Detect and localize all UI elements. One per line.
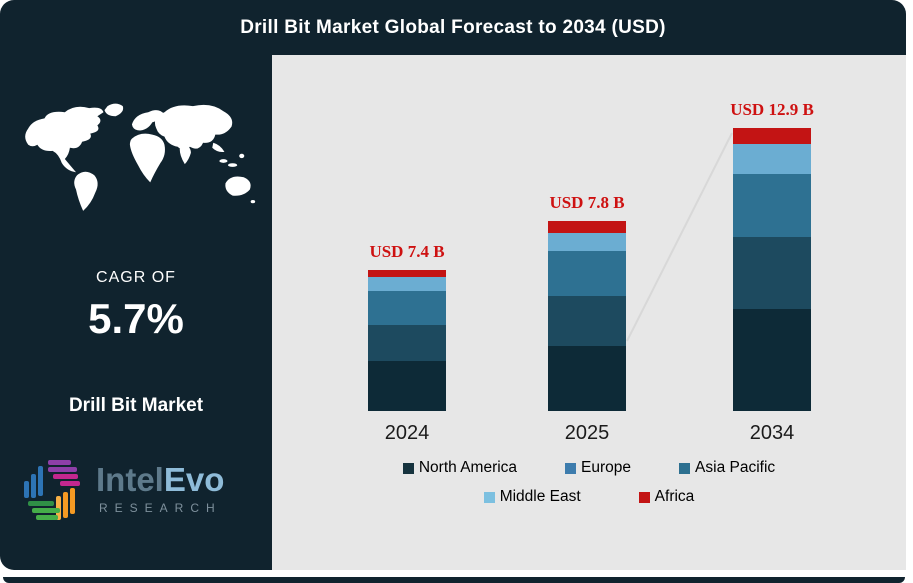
cagr-value: 5.7% [88, 295, 184, 342]
legend-row-1: North America Europe Asia Pacific [272, 459, 906, 477]
total-value-label-2034: USD 12.9 B [730, 100, 814, 119]
brand-name-secondary: Evo [163, 461, 225, 498]
x-axis-label-2034: 2034 [749, 422, 795, 444]
legend-label-north-america: North America [418, 459, 518, 476]
bar-segment-2024-middle-east [368, 277, 446, 291]
chart-panel: USD 7.4 B 2024 USD 7.8 B 2025 USD 12.9 B 2034… [272, 55, 906, 570]
legend-row-2: Middle East Africa [272, 488, 906, 506]
sidebar: CAGR OF 5.7% Drill Bit Market [0, 55, 272, 570]
bar-segment-2024-africa [368, 270, 446, 277]
bar-segment-2034-africa [733, 128, 811, 144]
legend-item-asia-pacific: Asia Pacific [679, 459, 775, 477]
legend-swatch-africa [638, 491, 650, 503]
bottom-accent-bar [3, 577, 905, 583]
header: Drill Bit Market Global Forecast to 2034… [0, 0, 906, 55]
legend-label-africa: Africa [654, 488, 695, 505]
bar-segment-2024-europe [368, 325, 446, 361]
trend-connector-line [626, 132, 733, 342]
total-value-label-2024: USD 7.4 B [369, 242, 445, 261]
legend-item-europe: Europe [565, 459, 631, 477]
bar-segment-2034-asia-pacific [733, 174, 811, 237]
bar-segment-2034-middle-east [733, 144, 811, 174]
page-title: Drill Bit Market Global Forecast to 2034… [240, 16, 666, 38]
brand-subtitle: RESEARCH [99, 501, 222, 515]
legend-swatch-north-america [402, 462, 414, 474]
world-map-icon [14, 85, 258, 235]
bar-segment-2034-north-america [733, 309, 811, 411]
x-axis-label-2024: 2024 [384, 422, 430, 444]
intelevo-logo-icon [20, 455, 90, 532]
legend-swatch-middle-east [483, 491, 495, 503]
bar-segment-2025-middle-east [548, 233, 626, 251]
bar-segment-2025-africa [548, 221, 626, 233]
legend-swatch-europe [565, 462, 577, 474]
market-name: Drill Bit Market [68, 395, 204, 416]
brand-name-primary: Intel [96, 461, 164, 498]
legend-label-middle-east: Middle East [499, 488, 581, 505]
brand-name: IntelEvo [96, 461, 224, 499]
brand-logo: IntelEvo RESEARCH [20, 455, 260, 535]
legend-item-middle-east: Middle East [483, 488, 581, 506]
bar-segment-2024-north-america [368, 361, 446, 411]
legend-label-asia-pacific: Asia Pacific [695, 459, 776, 476]
bar-segment-2025-north-america [548, 346, 626, 411]
legend-item-north-america: North America [402, 459, 518, 477]
x-axis-label-2025: 2025 [564, 422, 610, 444]
total-value-label-2025: USD 7.8 B [549, 193, 625, 212]
bar-segment-2024-asia-pacific [368, 291, 446, 325]
cagr-label: CAGR OF [96, 269, 176, 286]
legend-swatch-asia-pacific [679, 462, 691, 474]
legend-item-africa: Africa [638, 488, 695, 506]
bar-segment-2034-europe [733, 237, 811, 309]
legend-label-europe: Europe [581, 459, 632, 476]
bar-segment-2025-europe [548, 296, 626, 346]
bar-segment-2025-asia-pacific [548, 251, 626, 296]
